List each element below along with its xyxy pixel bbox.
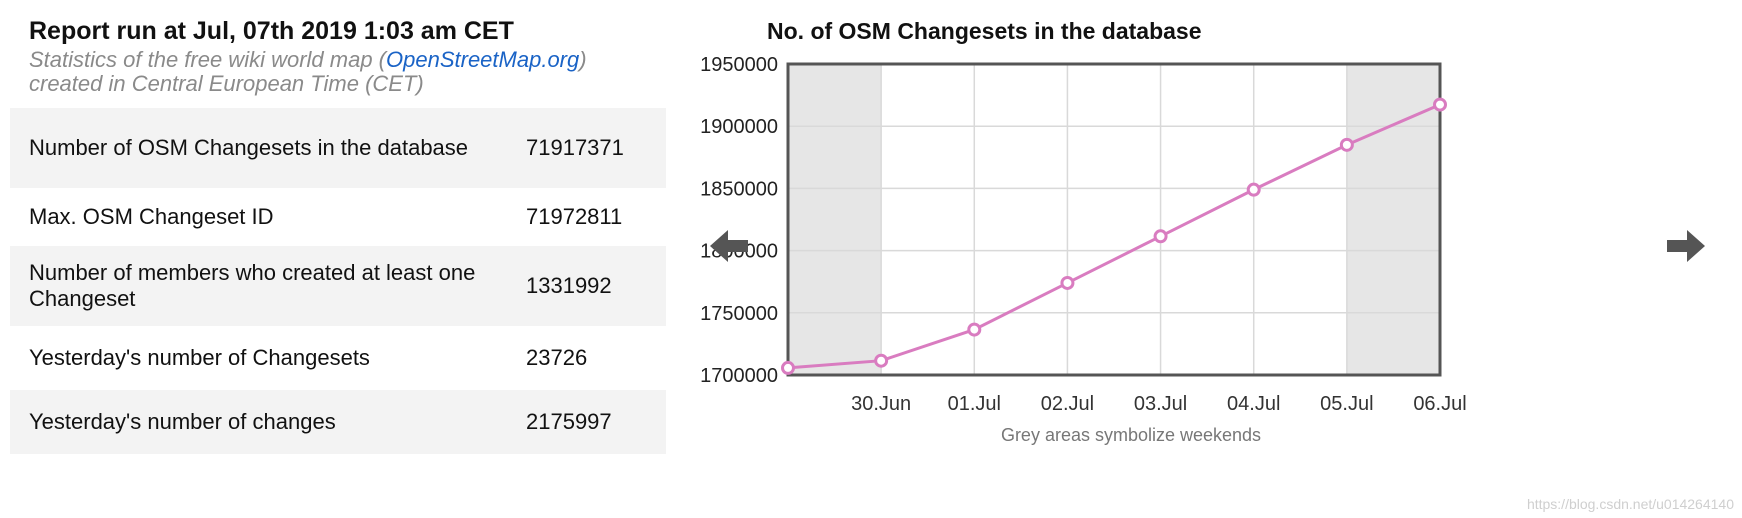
stat-label: Number of OSM Changesets in the database [10, 108, 526, 188]
stat-value: 23726 [526, 345, 588, 370]
report-title: Report run at Jul, 07th 2019 1:03 am CET [29, 17, 514, 45]
x-tick-label: 03.Jul [1134, 393, 1187, 415]
y-tick-label: 71950000 [700, 54, 778, 76]
subtitle-line2: created in Central European Time (CET) [29, 71, 424, 96]
y-tick-label: 71900000 [700, 116, 778, 138]
subtitle-text: Statistics of the free wiki world map ( [29, 47, 387, 72]
data-point[interactable] [1060, 275, 1075, 290]
y-tick-label: 71700000 [700, 365, 778, 387]
stat-label: Yesterday's number of changes [10, 390, 526, 454]
osm-link[interactable]: OpenStreetMap.org [386, 47, 580, 72]
stat-label: Yesterday's number of Changesets [29, 345, 370, 370]
stat-label: Number of members who created at least o… [10, 246, 526, 326]
weekend-area [1346, 64, 1440, 375]
stat-value: 71917371 [526, 108, 666, 188]
watermark: https://blog.csdn.net/u014264140 [1526, 496, 1734, 512]
stat-value: 2175997 [526, 390, 666, 454]
chart-title: No. of OSM Changesets in the database [767, 18, 1202, 44]
stats-row: Max. OSM Changeset ID 71972811 [10, 188, 666, 246]
report-panel: Report run at Jul, 07th 2019 1:03 am CET… [10, 16, 666, 454]
stats-table: Number of OSM Changesets in the database… [10, 108, 666, 454]
x-tick-label: 04.Jul [1227, 393, 1280, 415]
data-point[interactable] [781, 360, 795, 375]
arrow-right-icon[interactable] [1665, 228, 1705, 264]
x-tick-label: 02.Jul [1041, 393, 1094, 415]
x-tick-label: 01.Jul [948, 393, 1001, 415]
stats-row: Yesterday's number of Changesets 23726 [10, 326, 666, 390]
stats-row: Number of OSM Changesets in the database… [10, 108, 666, 188]
stats-row: Number of members who created at least o… [10, 246, 666, 326]
y-tick-label: 71850000 [700, 178, 778, 200]
weekend-area [788, 64, 882, 375]
stats-row: Yesterday's number of changes 2175997 [10, 390, 666, 454]
data-point[interactable] [1433, 97, 1447, 112]
stat-value: 71972811 [526, 204, 623, 229]
x-tick-label: 05.Jul [1320, 393, 1373, 415]
arrow-left-icon[interactable] [710, 228, 750, 264]
data-point[interactable] [1153, 229, 1168, 244]
data-point[interactable] [874, 353, 889, 368]
x-tick-label: 06.Jul [1413, 393, 1466, 415]
stat-value: 1331992 [526, 246, 666, 326]
series-line [787, 103, 1441, 370]
y-tick-label: 71750000 [700, 303, 778, 325]
subtitle-close: ) [579, 47, 587, 72]
data-point[interactable] [1339, 137, 1354, 152]
data-point[interactable] [1246, 182, 1261, 197]
chart-svg: 7170000071750000718000007185000071900000… [700, 54, 1467, 445]
x-axis-label: Grey areas symbolize weekends [1001, 425, 1261, 445]
plot-frame [786, 62, 1442, 377]
stat-label: Max. OSM Changeset ID [29, 204, 274, 229]
x-tick-label: 30.Jun [851, 393, 911, 415]
chart-panel: No. of OSM Changesets in the database 71… [700, 0, 1742, 518]
data-point[interactable] [967, 322, 982, 337]
report-subtitle: Statistics of the free wiki world map (O… [29, 48, 666, 96]
